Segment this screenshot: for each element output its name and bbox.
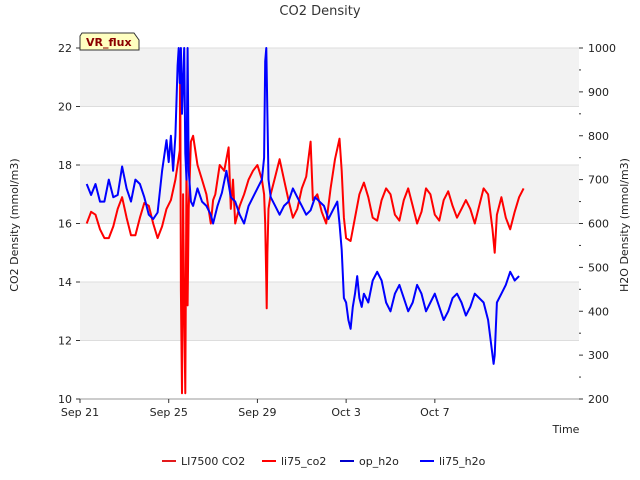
vr-flux-badge-label: VR_flux bbox=[86, 36, 132, 49]
y-axis-right-label: H2O Density (mmol/m3) bbox=[618, 158, 631, 292]
y-axis-left-label: CO2 Density (mmol/m3) bbox=[8, 158, 21, 291]
legend-label: op_h2o bbox=[359, 455, 399, 468]
x-tick-label: Sep 29 bbox=[238, 406, 276, 419]
band-2 bbox=[80, 48, 579, 107]
series-line-li75_h2o bbox=[85, 47, 520, 365]
legend-label: li75_co2 bbox=[281, 455, 326, 468]
plot-series bbox=[85, 47, 525, 395]
y-left-tick-label: 12 bbox=[58, 335, 72, 348]
plot-axes: Sep 21 Sep 25 Sep 29 Oct 3 Oct 7 10 12 14 16 18 20… bbox=[58, 42, 616, 419]
y-right-tick-label: 600 bbox=[588, 218, 609, 231]
x-tick-label: Oct 3 bbox=[331, 406, 361, 419]
y-right-tick-label: 800 bbox=[588, 130, 609, 143]
legend-item: li75_co2 bbox=[262, 455, 326, 468]
y-left-tick-label: 14 bbox=[58, 276, 72, 289]
legend-item: LI7500 CO2 bbox=[162, 455, 245, 468]
y-left-tick-label: 18 bbox=[58, 159, 72, 172]
vr-flux-badge: VR_flux bbox=[79, 32, 140, 51]
series-line-li75_co2 bbox=[85, 52, 525, 395]
y-right-tick-label: 900 bbox=[588, 86, 609, 99]
x-axis-label: Time bbox=[552, 423, 580, 436]
y-left-tick-label: 16 bbox=[58, 218, 72, 231]
y-right-tick-label: 700 bbox=[588, 174, 609, 187]
legend: LI7500 CO2 li75_co2 op_h2o li75_h2o bbox=[162, 455, 486, 468]
y-right-tick-label: 300 bbox=[588, 349, 609, 362]
y-left-tick-label: 20 bbox=[58, 101, 72, 114]
y-left-tick-label: 10 bbox=[58, 393, 72, 406]
legend-label: li75_h2o bbox=[439, 455, 486, 468]
x-tick-label: Oct 7 bbox=[420, 406, 450, 419]
x-tick-label: Sep 21 bbox=[61, 406, 99, 419]
y-right-tick-label: 400 bbox=[588, 305, 609, 318]
legend-item: li75_h2o bbox=[420, 455, 486, 468]
legend-label: LI7500 CO2 bbox=[181, 455, 245, 468]
chart-title: CO2 Density bbox=[279, 4, 360, 19]
y-right-tick-label: 1000 bbox=[588, 42, 616, 55]
y-right-tick-label: 500 bbox=[588, 261, 609, 274]
y-right-tick-label: 200 bbox=[588, 393, 609, 406]
band-0 bbox=[80, 282, 579, 341]
legend-item: op_h2o bbox=[340, 455, 399, 468]
y-left-tick-label: 22 bbox=[58, 42, 72, 55]
x-tick-label: Sep 25 bbox=[150, 406, 188, 419]
